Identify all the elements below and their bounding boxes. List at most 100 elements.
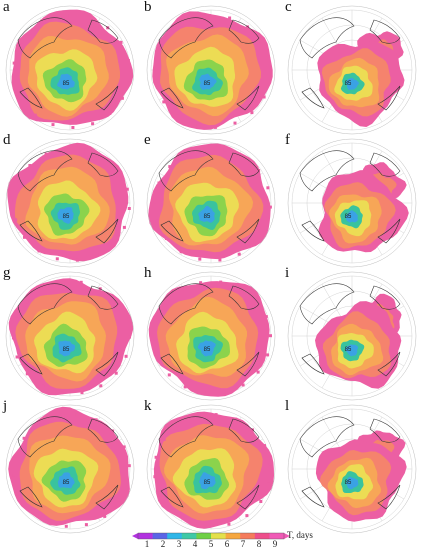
value-pixel [75,413,79,417]
value-pixel [222,390,226,394]
value-pixel [127,464,131,468]
panel-label: l [285,398,290,414]
colorbar-segment [240,533,256,539]
value-pixel [36,423,40,427]
value-pixel [167,373,171,377]
value-pixel [117,501,121,505]
value-pixel [20,99,24,103]
colorbar-frame [137,532,285,540]
value-pixel [12,199,16,202]
value-pixel [55,414,59,418]
colorbar-segment [181,533,197,539]
value-pixel [117,170,120,174]
value-pixel [114,371,118,375]
value-pixel [28,508,32,512]
value-pixel [179,250,183,254]
value-pixel [48,17,52,21]
value-zone [198,205,215,223]
value-pixel [259,500,263,503]
map-panel-b: 85 b [141,0,282,135]
value-pixel [44,152,48,156]
value-pixel [199,281,203,285]
value-pixel [219,280,223,284]
value-pixel [88,16,92,20]
value-pixel [165,301,169,305]
polar-map: 85 [287,138,417,268]
value-pixel [120,96,124,100]
value-pixel [125,187,129,191]
value-pixel [253,240,257,244]
panel-label: e [144,132,151,148]
value-pixel [180,288,184,292]
panel-label: d [3,132,11,148]
value-zone [58,340,76,357]
coastline [299,150,401,244]
value-pixel [176,114,179,118]
center-value-label: 85 [63,81,70,87]
value-pixel [126,59,130,62]
value-pixel [168,165,172,169]
value-pixel [207,524,211,528]
value-pixel [228,16,232,20]
value-pixel [208,14,212,18]
map-boundary [287,5,417,135]
colorbar-tick: 9 [272,539,278,549]
polar-map: 85 [5,5,135,135]
value-pixel [267,482,271,486]
value-pixel [19,43,23,47]
center-value-label: 85 [63,347,70,353]
value-pixel [184,153,188,157]
value-pixel [59,280,63,284]
map-boundary [5,138,135,268]
value-pixel [223,148,227,152]
value-pixel [55,257,59,261]
polar-map: 85 [146,138,276,268]
polar-map: 85 [5,138,135,268]
map-boundary [5,404,135,534]
value-pixel [128,335,131,339]
value-zone [197,340,216,357]
polar-map: 85 [287,5,417,135]
colorbar-legend: 1 2 3 4 5 6 7 8 9 T, days [0,530,423,550]
value-pixel [45,519,49,523]
coastline [17,416,119,510]
value-zone [57,207,74,224]
map-boundary [287,138,417,268]
value-pixel [183,385,187,389]
panel-label: a [3,0,10,15]
value-pixel [15,355,19,359]
value-pixel [17,180,21,184]
polar-map: 85 [287,404,417,534]
panel-label: b [144,0,152,15]
center-value-label: 85 [345,347,352,353]
colorbar-segment [225,533,241,539]
value-pixel [119,40,123,44]
value-pixel [124,316,128,320]
colorbar-segment [269,533,285,539]
coastline [299,283,401,377]
value-pixel [250,111,254,115]
map-panel-grid: 85 a 85 b 85 c 85 d 85 e 85 f 85 g 85 h … [3,0,423,534]
panel-label: i [285,265,290,281]
value-pixel [94,418,98,422]
coastline [158,283,260,377]
panel-label: k [144,398,152,414]
value-pixel [111,242,115,245]
value-pixel [12,473,16,477]
value-pixel [259,39,263,43]
value-pixel [99,384,103,388]
center-value-label: 85 [204,214,211,220]
value-pixel [268,77,272,80]
value-pixel [28,164,32,167]
value-pixel [14,218,18,222]
map-panel-l: 85 l [282,398,423,534]
colorbar-segment [211,533,226,539]
value-zone [199,472,216,490]
polar-map: 85 [146,5,276,135]
value-pixel [263,444,266,448]
value-pixel [64,147,68,151]
value-pixel [64,524,68,528]
value-pixel [268,462,272,466]
value-pixel [202,391,206,395]
colorbar-tick: 2 [160,539,166,549]
